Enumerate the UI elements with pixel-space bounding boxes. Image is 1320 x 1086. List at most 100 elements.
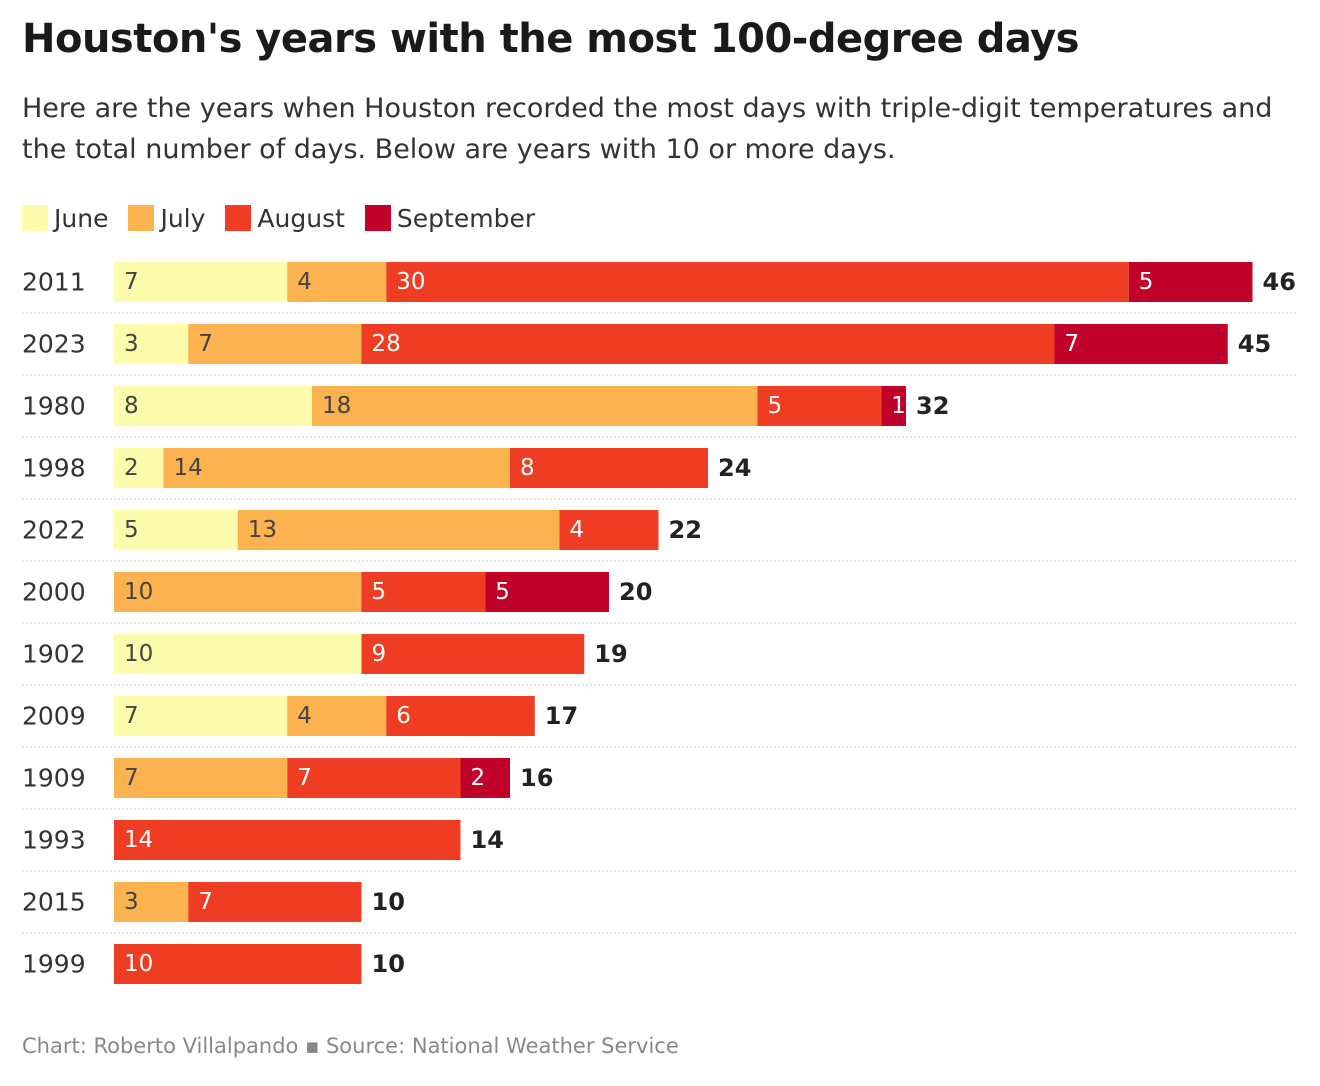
bar-segment-august — [361, 324, 1055, 364]
legend-swatch-june — [22, 205, 48, 231]
segment-value-label: 7 — [198, 331, 213, 357]
segment-value-label: 3 — [124, 889, 139, 915]
bar-segment-september — [485, 572, 609, 612]
segment-value-label: 4 — [297, 703, 312, 729]
bar-segment-september — [1054, 324, 1228, 364]
segment-value-label: 18 — [322, 393, 351, 419]
bar-segment-july — [312, 386, 758, 426]
segment-value-label: 10 — [124, 951, 153, 977]
total-value-label: 22 — [669, 516, 702, 544]
bar-segment-july — [287, 262, 387, 302]
bar-segment-june — [114, 696, 288, 736]
bar-segment-august — [361, 634, 585, 674]
bar-segment-june — [114, 448, 164, 488]
bar-segment-september — [1128, 262, 1253, 302]
bar-segment-june — [114, 324, 189, 364]
legend-item-august: August — [225, 204, 345, 233]
bar-segment-july — [114, 758, 288, 798]
year-label: 1999 — [22, 950, 86, 979]
year-label: 2009 — [22, 702, 86, 731]
segment-value-label: 5 — [495, 579, 510, 605]
total-value-label: 46 — [1263, 268, 1296, 296]
segment-value-label: 7 — [198, 889, 213, 915]
bar-segment-july — [188, 324, 362, 364]
segment-value-label: 5 — [768, 393, 783, 419]
segment-value-label: 9 — [372, 641, 387, 667]
segment-value-label: 3 — [124, 331, 139, 357]
legend-label-june: June — [54, 203, 109, 233]
segment-value-label: 13 — [248, 517, 277, 543]
bar-segment-july — [114, 572, 362, 612]
year-label: 1980 — [22, 392, 86, 421]
bar-segment-august — [188, 882, 362, 922]
total-value-label: 16 — [520, 764, 553, 792]
year-label: 2011 — [22, 268, 86, 297]
year-label: 2015 — [22, 888, 86, 917]
bar-segment-july — [163, 448, 510, 488]
bar-segment-august — [114, 944, 362, 984]
segment-value-label: 5 — [1139, 269, 1154, 295]
total-value-label: 14 — [471, 826, 504, 854]
total-value-label: 10 — [372, 950, 405, 978]
total-value-label: 20 — [619, 578, 652, 606]
segment-value-label: 28 — [372, 331, 401, 357]
bar-segment-august — [559, 510, 659, 550]
total-value-label: 10 — [372, 888, 405, 916]
bar-segment-august — [757, 386, 882, 426]
segment-value-label: 10 — [124, 579, 153, 605]
segment-value-label: 7 — [124, 703, 139, 729]
year-label: 2000 — [22, 578, 86, 607]
year-label: 1998 — [22, 454, 86, 483]
segment-value-label: 1 — [891, 393, 906, 419]
bar-segment-august — [361, 572, 486, 612]
segment-value-label: 8 — [124, 393, 139, 419]
total-value-label: 19 — [594, 640, 627, 668]
bar-segment-august — [510, 448, 708, 488]
total-value-label: 45 — [1238, 330, 1271, 358]
bar-segment-august — [386, 262, 1129, 302]
legend: June July August September — [22, 200, 555, 236]
bar-segment-june — [114, 510, 238, 550]
legend-label-july: July — [160, 203, 206, 233]
total-value-label: 17 — [545, 702, 578, 730]
bar-segment-september — [460, 758, 510, 798]
bar-segment-june — [114, 634, 362, 674]
legend-item-june: June — [22, 204, 108, 233]
segment-value-label: 2 — [471, 765, 486, 791]
segment-value-label: 30 — [396, 269, 425, 295]
bar-segment-september — [881, 386, 906, 426]
chart-credit: Chart: Roberto Villalpando ▪ Source: Nat… — [22, 1034, 679, 1058]
legend-swatch-september — [364, 205, 391, 231]
segment-value-label: 2 — [124, 455, 139, 481]
chart-subtitle: Here are the years when Houston recorded… — [22, 93, 1273, 165]
legend-label-september: September — [396, 203, 536, 233]
segment-value-label: 10 — [124, 641, 153, 667]
segment-value-label: 7 — [1065, 331, 1080, 357]
bar-segment-july — [114, 882, 189, 922]
legend-label-august: August — [257, 203, 345, 233]
year-label: 1902 — [22, 640, 86, 669]
year-label: 2023 — [22, 330, 86, 359]
year-label: 1909 — [22, 764, 86, 793]
segment-value-label: 7 — [297, 765, 312, 791]
legend-swatch-august — [225, 205, 252, 231]
segment-value-label: 8 — [520, 455, 535, 481]
bar-segment-june — [114, 386, 312, 426]
segment-value-label: 5 — [372, 579, 387, 605]
segment-value-label: 4 — [570, 517, 585, 543]
segment-value-label: 4 — [297, 269, 312, 295]
segment-value-label: 5 — [124, 517, 139, 543]
segment-value-label: 14 — [124, 827, 153, 853]
bar-segment-august — [114, 820, 461, 860]
bar-segment-august — [386, 696, 535, 736]
year-label: 1993 — [22, 826, 86, 855]
legend-item-july: July — [128, 204, 205, 233]
year-label: 2022 — [22, 516, 86, 545]
segment-value-label: 14 — [174, 455, 203, 481]
segment-value-label: 7 — [124, 269, 139, 295]
legend-item-september: September — [364, 203, 536, 233]
bar-segment-august — [287, 758, 461, 798]
legend-swatch-july — [128, 205, 155, 231]
total-value-label: 24 — [718, 454, 751, 482]
